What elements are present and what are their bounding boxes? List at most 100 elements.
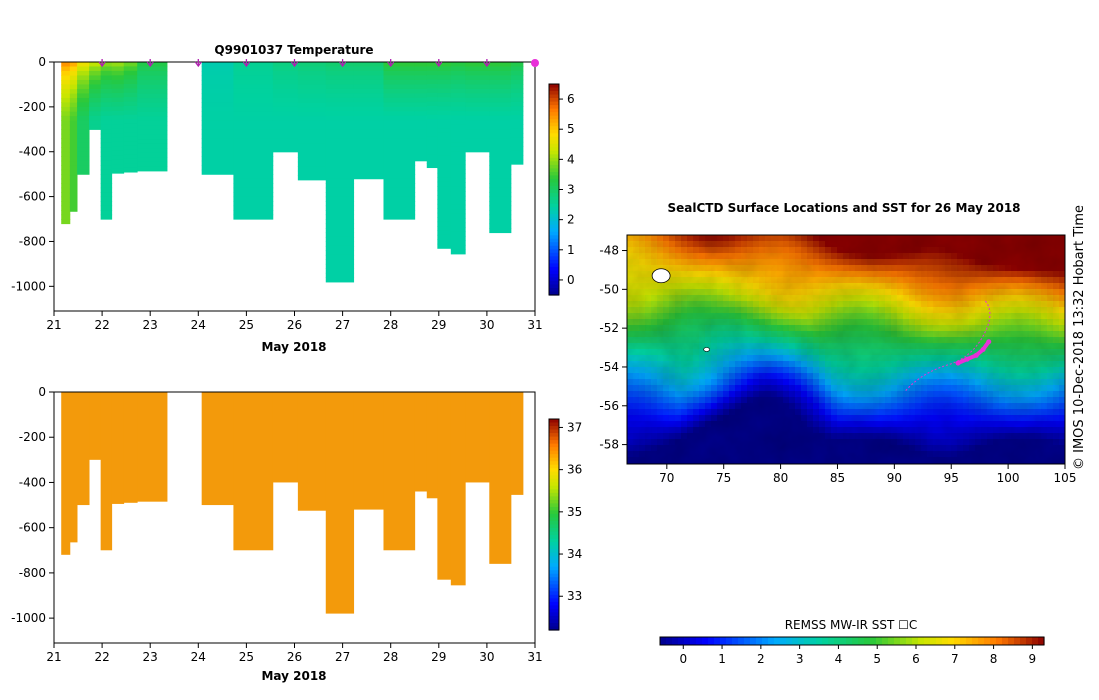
temperature-profile-cell <box>383 106 416 112</box>
temperature-profile-cell <box>450 115 466 121</box>
temperature-profile-cell <box>325 268 355 274</box>
temperature-profile-cell <box>69 197 78 203</box>
temperature-profile-cell <box>233 165 274 171</box>
temperature-profile-cell <box>297 152 327 158</box>
temperature-profile-cell <box>383 151 416 157</box>
surface-marker-arrow <box>339 61 347 68</box>
temperature-profile-cell <box>489 84 512 90</box>
temperature-profile-cell <box>297 111 327 117</box>
temperature-colorbar-swatch <box>549 168 559 173</box>
temperature-profile-cell <box>450 62 466 68</box>
temperature-profile-cell <box>437 181 452 187</box>
temperature-profile-cell <box>69 184 78 190</box>
temperature-profile-cell <box>272 120 299 126</box>
surface-marker-dot <box>531 59 539 67</box>
temperature-colorbar-tick-label: 0 <box>567 273 575 287</box>
salinity-colorbar-swatch <box>549 566 559 571</box>
salinity-profile <box>137 392 168 502</box>
temperature-profile-cell <box>201 169 234 175</box>
temperature-profile-cell <box>465 93 490 99</box>
temperature-profile-cell <box>201 115 234 121</box>
temperature-profile-cell <box>123 145 138 151</box>
temperature-profile-cell <box>437 155 452 161</box>
temperature-profile-cell <box>414 88 428 95</box>
temperature-profile-cell <box>510 106 524 112</box>
salinity-colorbar-swatch <box>549 457 559 462</box>
salinity-profile <box>69 392 78 543</box>
sst-colorbar-swatch <box>762 637 769 645</box>
temperature-profile-cell <box>297 161 327 167</box>
temperature-profile-cell <box>111 150 125 156</box>
sst-colorbar-swatch <box>984 637 991 645</box>
temperature-colorbar-swatch <box>549 217 559 222</box>
temperature-profile-cell <box>414 151 428 157</box>
temperature-profile-cell <box>465 97 490 103</box>
temperature-x-label: May 2018 <box>261 340 326 354</box>
temperature-profile-cell <box>61 219 71 225</box>
temperature-colorbar-swatch <box>549 228 559 233</box>
temperature-profile-cell <box>414 156 428 162</box>
temperature-profile-cell <box>100 178 113 184</box>
salinity-colorbar: 33 34 35 36 37 <box>548 418 582 631</box>
temperature-profile-cell <box>61 138 71 144</box>
temperature-profile-cell <box>450 222 466 228</box>
temperature-profile-cell <box>233 102 274 108</box>
temperature-profile-cell <box>272 133 299 139</box>
temperature-colorbar-swatch <box>549 238 559 243</box>
sst-lon-tick-label: 70 <box>659 471 674 485</box>
salinity-colorbar-swatch <box>549 538 559 543</box>
temperature-profile-cell <box>414 115 428 121</box>
temperature-colorbar-swatch <box>549 277 559 282</box>
sst-colorbar-swatch <box>906 637 913 645</box>
temperature-profile-cell <box>325 79 355 86</box>
temperature-profile-cell <box>450 213 466 219</box>
sst-colorbar-swatch <box>720 637 727 645</box>
temperature-profile-cell <box>69 84 78 90</box>
temperature-profile-cell <box>123 167 138 173</box>
salinity-colorbar-swatch <box>549 454 559 459</box>
temperature-colorbar-swatch <box>549 189 559 194</box>
temperature-profile-cell <box>437 106 452 112</box>
salinity-colorbar-swatch <box>549 499 559 504</box>
temperature-profile-cell <box>510 93 524 99</box>
seal-location <box>986 339 992 345</box>
temperature-profile-cell <box>123 66 138 72</box>
temperature-profile-cell <box>437 208 452 214</box>
sst-map-title: SealCTD Surface Locations and SST for 26… <box>667 201 1020 215</box>
temperature-profile-cell <box>89 124 102 130</box>
temperature-profile-cell <box>510 115 524 121</box>
temperature-colorbar-swatch <box>549 256 559 261</box>
temperature-colorbar-swatch <box>549 235 559 240</box>
heard-island <box>703 347 710 352</box>
temperature-profile-cell <box>489 183 512 189</box>
salinity-colorbar-swatch <box>549 549 559 554</box>
temperature-profile-cell <box>137 98 168 104</box>
temperature-profile-cell <box>297 102 327 108</box>
temperature-profile-cell <box>510 110 524 116</box>
temperature-profile-cell <box>272 62 299 68</box>
temperature-profile-cell <box>450 146 466 152</box>
salinity-profile <box>437 392 452 580</box>
temperature-profile-cell <box>414 106 428 112</box>
temperature-profile-cell <box>111 66 125 72</box>
temperature-profile-cell <box>123 75 138 81</box>
temperature-profile-cell <box>489 192 512 198</box>
temperature-profile-cell <box>383 187 416 193</box>
temperature-profile-cell <box>100 183 113 189</box>
temperature-profile-cell <box>465 115 490 121</box>
temperature-profile-cell <box>89 93 102 99</box>
temperature-profile-cell <box>100 196 113 202</box>
temperature-profile-cell <box>297 170 327 176</box>
temperature-profile-cell <box>61 151 71 157</box>
temperature-profile-cell <box>137 93 168 99</box>
temperature-profile-cell <box>69 165 78 172</box>
seal-track-history <box>904 300 991 392</box>
temperature-profile-cell <box>325 169 355 175</box>
temperature-profile-cell <box>297 139 327 145</box>
temperature-profile-cell <box>123 83 138 89</box>
temperature-profile-cell <box>233 62 274 68</box>
temperature-profile-cell <box>437 115 452 121</box>
temperature-colorbar-swatch <box>549 242 559 247</box>
salinity-colorbar-swatch <box>549 552 559 557</box>
salinity-colorbar-swatch <box>549 517 559 522</box>
